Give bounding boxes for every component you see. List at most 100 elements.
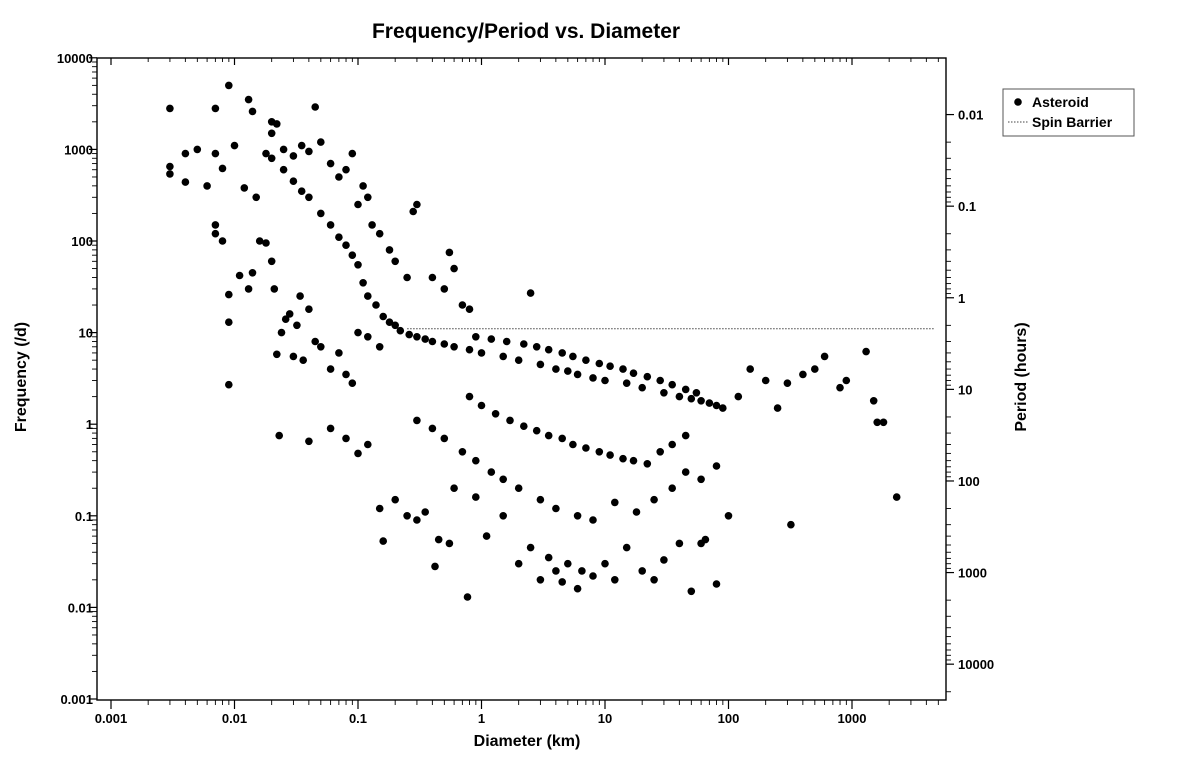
- asteroid-point: [348, 379, 357, 388]
- asteroid-point: [499, 352, 508, 361]
- asteroid-point: [403, 512, 411, 520]
- asteroid-point: [211, 104, 220, 113]
- asteroid-point: [526, 543, 535, 552]
- asteroid-point: [622, 379, 631, 388]
- y2-tick-label: 0.1: [958, 199, 976, 214]
- asteroid-point: [181, 149, 190, 158]
- y-tick-label: 1: [86, 417, 93, 432]
- x-tick-label: 10: [598, 711, 612, 726]
- y-tick-label: 0.001: [60, 692, 93, 707]
- asteroid-point: [450, 264, 458, 273]
- asteroid-point: [225, 81, 233, 90]
- asteroid-point: [364, 440, 372, 449]
- asteroid-point: [595, 448, 604, 456]
- asteroid-point: [573, 584, 582, 593]
- asteroid-point: [712, 401, 721, 410]
- legend: Asteroid Spin Barrier: [1002, 88, 1135, 137]
- asteroid-point: [421, 335, 430, 343]
- y-tick-label: 0.01: [68, 600, 93, 615]
- chart-title: Frequency/Period vs. Diameter: [372, 20, 680, 43]
- asteroid-point: [668, 380, 676, 389]
- asteroid-point: [573, 512, 582, 520]
- asteroid-point: [544, 553, 553, 562]
- asteroid-point: [279, 165, 288, 174]
- asteroid-point: [589, 572, 597, 580]
- asteroid-point: [514, 356, 523, 365]
- asteroid-point: [787, 520, 795, 529]
- asteroid-point: [595, 359, 604, 368]
- y2-tick-label: 0.01: [958, 108, 983, 123]
- asteroid-point: [506, 416, 514, 425]
- y-axis-ticks: 0.001 0.01 0.1 1 10 100 1000 10000: [57, 51, 97, 707]
- asteroid-point: [273, 120, 281, 128]
- asteroid-point: [299, 356, 308, 365]
- asteroid-point: [697, 475, 705, 484]
- asteroid-point: [305, 147, 313, 156]
- asteroid-point: [166, 170, 174, 178]
- x-axis-ticks: 0.001 0.01 0.1 1 10 100 1000: [95, 58, 939, 726]
- asteroid-point: [364, 292, 372, 300]
- asteroid-point: [379, 312, 388, 321]
- y-axis-label: Frequency (/d): [13, 322, 30, 432]
- asteroid-point: [724, 512, 733, 520]
- asteroid-point: [267, 257, 276, 266]
- asteroid-point: [445, 539, 454, 548]
- asteroid-point: [396, 326, 405, 335]
- asteroid-point: [526, 289, 535, 297]
- asteroid-point: [244, 285, 253, 293]
- asteroid-point: [428, 424, 437, 433]
- asteroid-point: [262, 239, 270, 247]
- asteroid-point: [820, 352, 829, 361]
- asteroid-point: [375, 504, 384, 513]
- legend-asteroid-label: Asteroid: [1032, 94, 1089, 110]
- asteroid-point: [385, 246, 394, 254]
- asteroid-point: [413, 416, 421, 425]
- asteroid-point: [611, 576, 619, 584]
- asteroid-point: [385, 318, 394, 327]
- asteroid-point: [275, 431, 284, 440]
- asteroid-point: [230, 141, 239, 150]
- asteroid-point: [458, 301, 467, 309]
- legend-box: [1002, 88, 1135, 137]
- asteroid-point: [364, 333, 372, 341]
- asteroid-point: [499, 512, 508, 520]
- asteroid-point: [277, 328, 286, 337]
- asteroid-point: [643, 372, 652, 381]
- asteroid-point: [305, 193, 313, 202]
- asteroid-point: [687, 587, 696, 596]
- x-tick-label: 1000: [838, 711, 867, 726]
- asteroid-point: [477, 349, 486, 357]
- asteroid-point: [552, 504, 560, 513]
- y2-tick-label: 10000: [958, 657, 994, 672]
- x-axis-label: Diameter (km): [474, 733, 581, 750]
- asteroid-point: [211, 221, 220, 229]
- asteroid-point: [409, 207, 418, 216]
- asteroid-point: [440, 434, 449, 443]
- asteroid-point: [391, 495, 400, 504]
- y2-tick-label: 100: [958, 474, 980, 489]
- asteroid-point: [799, 370, 807, 379]
- asteroid-point: [440, 340, 449, 348]
- asteroid-point: [629, 456, 638, 465]
- asteroid-point: [359, 182, 367, 190]
- asteroid-point: [413, 200, 421, 209]
- asteroid-point: [211, 149, 220, 158]
- asteroid-point: [619, 365, 627, 373]
- asteroid-point: [619, 454, 627, 463]
- asteroid-point: [569, 440, 577, 449]
- asteroid-point: [296, 292, 304, 300]
- asteroid-point: [289, 177, 298, 185]
- asteroid-point: [487, 468, 496, 476]
- asteroid-point: [622, 543, 631, 552]
- asteroid-point: [660, 389, 668, 397]
- asteroid-point: [582, 444, 590, 452]
- asteroid-point: [342, 370, 350, 379]
- asteroid-point: [544, 431, 553, 440]
- asteroid-point: [281, 315, 290, 324]
- asteroid-point: [606, 451, 614, 459]
- y-tick-label: 10000: [57, 51, 93, 66]
- asteroid-point: [746, 365, 754, 373]
- asteroid-point: [514, 484, 523, 493]
- asteroid-point: [578, 567, 586, 575]
- asteroid-point: [267, 129, 276, 138]
